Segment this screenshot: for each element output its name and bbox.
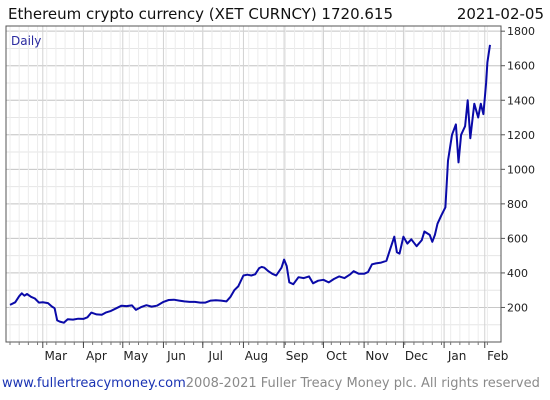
y-tick-label: 1600	[507, 60, 535, 73]
x-tick-label: Oct	[326, 349, 347, 363]
x-axis: Mar Apr May Jun Jul Aug Sep Oct Nov Dec Jan Feb	[9, 342, 508, 363]
footer-copyright: 2008-2021 Fuller Treacy Money plc. All r…	[185, 376, 540, 391]
y-tick-label: 1800	[507, 25, 535, 38]
x-tick-label: Nov	[365, 349, 388, 363]
y-tick-label: 600	[507, 232, 528, 245]
x-tick-label: Apr	[86, 349, 107, 363]
period-label: Daily	[11, 34, 41, 48]
y-tick-label: 1000	[507, 163, 535, 176]
y-tick-label: 200	[507, 301, 528, 314]
chart-title: Ethereum crypto currency (XET CURNCY) 17…	[8, 5, 394, 23]
footer-link[interactable]: www.fullertreacymoney.com	[2, 376, 186, 391]
x-tick-label: Dec	[405, 349, 428, 363]
x-tick-label: Mar	[44, 349, 67, 363]
y-tick-label: 800	[507, 198, 528, 211]
x-tick-label: Jun	[166, 349, 186, 363]
y-tick-label: 1200	[507, 129, 535, 142]
x-tick-label: Sep	[286, 349, 309, 363]
plot-frame	[5, 25, 502, 343]
x-tick-label: Jul	[208, 349, 223, 363]
y-tick-label: 400	[507, 267, 528, 280]
chart-grid	[6, 26, 501, 342]
x-tick-label: Feb	[487, 349, 508, 363]
footer: www.fullertreacymoney.com2008-2021 Fulle…	[2, 376, 540, 391]
x-tick-label: May	[123, 349, 148, 363]
y-tick-label: 1400	[507, 94, 535, 107]
price-line	[9, 44, 491, 324]
x-tick-label: Jan	[447, 349, 467, 363]
y-axis: 200 400 600 800 1000 1200 1400 1600 1800	[501, 25, 535, 314]
x-tick-label: Aug	[245, 349, 268, 363]
chart-date: 2021-02-05	[456, 5, 544, 23]
